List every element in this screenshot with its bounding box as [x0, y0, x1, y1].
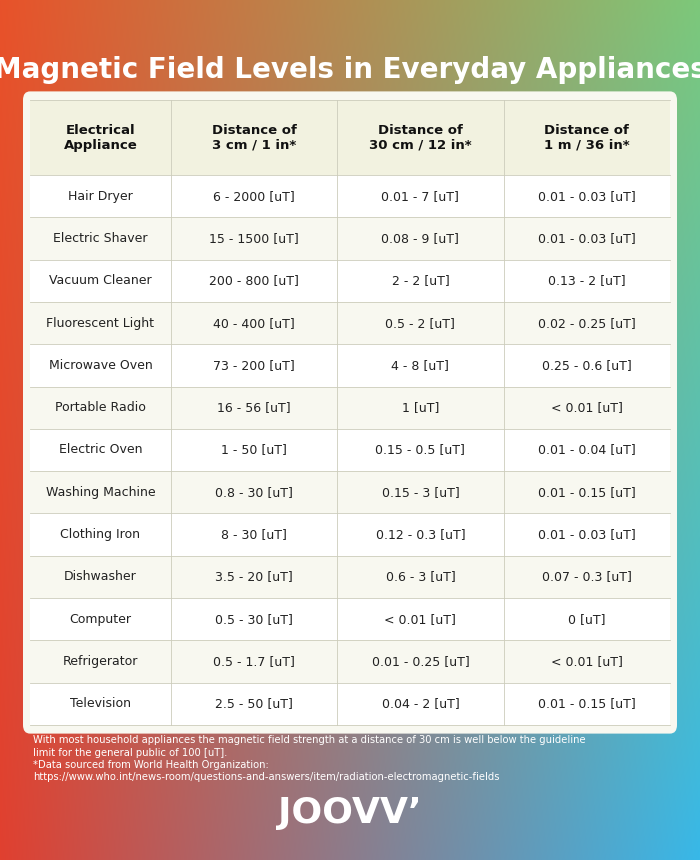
Text: 200 - 800 [uT]: 200 - 800 [uT] [209, 274, 299, 287]
Bar [30, 513, 670, 556]
Text: 2 - 2 [uT]: 2 - 2 [uT] [391, 274, 449, 287]
Bar [30, 100, 670, 175]
Text: 0.25 - 0.6 [uT]: 0.25 - 0.6 [uT] [542, 359, 631, 372]
Text: 1 [uT]: 1 [uT] [402, 402, 439, 415]
Bar [30, 344, 670, 386]
Bar [30, 471, 670, 513]
Text: 0.01 - 7 [uT]: 0.01 - 7 [uT] [382, 190, 459, 203]
Text: https://www.who.int/news-room/questions-and-answers/item/radiation-electromagnet: https://www.who.int/news-room/questions-… [33, 772, 500, 782]
Text: 40 - 400 [uT]: 40 - 400 [uT] [213, 316, 295, 329]
Text: 0 [uT]: 0 [uT] [568, 612, 606, 626]
Text: Television: Television [70, 697, 131, 710]
Text: Magnetic Field Levels in Everyday Appliances: Magnetic Field Levels in Everyday Applia… [0, 56, 700, 84]
Text: 0.12 - 0.3 [uT]: 0.12 - 0.3 [uT] [376, 528, 466, 541]
Text: 2.5 - 50 [uT]: 2.5 - 50 [uT] [215, 697, 293, 710]
Text: 0.5 - 30 [uT]: 0.5 - 30 [uT] [215, 612, 293, 626]
Text: Fluorescent Light: Fluorescent Light [46, 316, 155, 329]
Bar [30, 556, 670, 598]
Text: 0.6 - 3 [uT]: 0.6 - 3 [uT] [386, 570, 455, 583]
Bar [30, 641, 670, 683]
Text: *Data sourced from World Health Organization:: *Data sourced from World Health Organiza… [33, 760, 269, 770]
Text: 0.07 - 0.3 [uT]: 0.07 - 0.3 [uT] [542, 570, 631, 583]
Text: Microwave Oven: Microwave Oven [48, 359, 153, 372]
Text: Clothing Iron: Clothing Iron [60, 528, 141, 541]
Text: 0.01 - 0.03 [uT]: 0.01 - 0.03 [uT] [538, 190, 636, 203]
Text: Distance of
3 cm / 1 in*: Distance of 3 cm / 1 in* [211, 124, 296, 151]
Text: Distance of
30 cm / 12 in*: Distance of 30 cm / 12 in* [369, 124, 472, 151]
Text: 0.13 - 2 [uT]: 0.13 - 2 [uT] [548, 274, 626, 287]
Text: Vacuum Cleaner: Vacuum Cleaner [49, 274, 152, 287]
Text: 15 - 1500 [uT]: 15 - 1500 [uT] [209, 232, 299, 245]
Text: Refrigerator: Refrigerator [63, 655, 138, 668]
Text: 8 - 30 [uT]: 8 - 30 [uT] [221, 528, 287, 541]
Text: 3.5 - 20 [uT]: 3.5 - 20 [uT] [215, 570, 293, 583]
Text: 0.5 - 2 [uT]: 0.5 - 2 [uT] [386, 316, 455, 329]
Text: Dishwasher: Dishwasher [64, 570, 136, 583]
Bar [30, 302, 670, 344]
Text: 0.01 - 0.15 [uT]: 0.01 - 0.15 [uT] [538, 697, 636, 710]
Text: 1 - 50 [uT]: 1 - 50 [uT] [221, 444, 287, 457]
Text: < 0.01 [uT]: < 0.01 [uT] [551, 655, 623, 668]
Text: Portable Radio: Portable Radio [55, 402, 146, 415]
Text: < 0.01 [uT]: < 0.01 [uT] [384, 612, 456, 626]
Text: With most household appliances the magnetic field strength at a distance of 30 c: With most household appliances the magne… [33, 735, 586, 745]
Text: Electric Oven: Electric Oven [59, 444, 142, 457]
Text: limit for the general public of 100 [uT].: limit for the general public of 100 [uT]… [33, 748, 228, 758]
Text: JOOVVʼ: JOOVVʼ [278, 796, 422, 830]
Text: Electrical
Appliance: Electrical Appliance [64, 124, 137, 151]
Text: 0.04 - 2 [uT]: 0.04 - 2 [uT] [382, 697, 459, 710]
Text: 73 - 200 [uT]: 73 - 200 [uT] [213, 359, 295, 372]
Bar [30, 683, 670, 725]
Text: 16 - 56 [uT]: 16 - 56 [uT] [217, 402, 290, 415]
FancyBboxPatch shape [23, 91, 677, 734]
Text: 0.15 - 0.5 [uT]: 0.15 - 0.5 [uT] [375, 444, 466, 457]
Text: 0.01 - 0.25 [uT]: 0.01 - 0.25 [uT] [372, 655, 469, 668]
Bar [30, 260, 670, 302]
Text: 0.01 - 0.04 [uT]: 0.01 - 0.04 [uT] [538, 444, 636, 457]
Text: Electric Shaver: Electric Shaver [53, 232, 148, 245]
Text: 0.15 - 3 [uT]: 0.15 - 3 [uT] [382, 486, 459, 499]
Text: 4 - 8 [uT]: 4 - 8 [uT] [391, 359, 449, 372]
Bar [30, 429, 670, 471]
Text: 0.08 - 9 [uT]: 0.08 - 9 [uT] [382, 232, 459, 245]
Bar [30, 386, 670, 429]
Text: Hair Dryer: Hair Dryer [68, 190, 133, 203]
Text: 0.5 - 1.7 [uT]: 0.5 - 1.7 [uT] [213, 655, 295, 668]
Text: 0.01 - 0.15 [uT]: 0.01 - 0.15 [uT] [538, 486, 636, 499]
Text: 0.8 - 30 [uT]: 0.8 - 30 [uT] [215, 486, 293, 499]
Text: Distance of
1 m / 36 in*: Distance of 1 m / 36 in* [544, 124, 629, 151]
Bar [30, 598, 670, 641]
Text: 6 - 2000 [uT]: 6 - 2000 [uT] [213, 190, 295, 203]
Text: 0.01 - 0.03 [uT]: 0.01 - 0.03 [uT] [538, 232, 636, 245]
Text: Computer: Computer [69, 612, 132, 626]
Text: < 0.01 [uT]: < 0.01 [uT] [551, 402, 623, 415]
Text: 0.02 - 0.25 [uT]: 0.02 - 0.25 [uT] [538, 316, 636, 329]
Text: Washing Machine: Washing Machine [46, 486, 155, 499]
Text: 0.01 - 0.03 [uT]: 0.01 - 0.03 [uT] [538, 528, 636, 541]
Bar [30, 175, 670, 218]
Bar [30, 218, 670, 260]
